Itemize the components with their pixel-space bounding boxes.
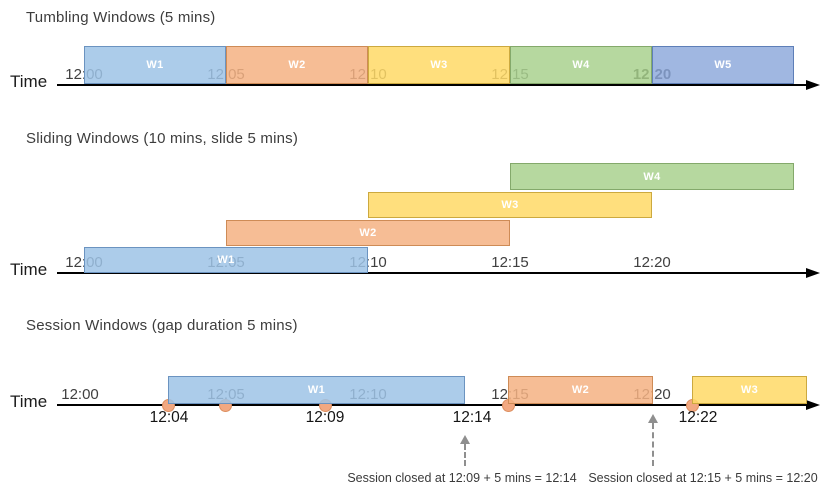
event-time-label-0: 12:04	[149, 409, 189, 426]
window-label-w1: W1	[307, 384, 326, 396]
window-label-w1: W1	[146, 59, 164, 71]
annotation-arrowhead-1	[648, 414, 658, 423]
window-box-tumbling-w4: W4	[510, 46, 652, 84]
event-time-label-1: 12:09	[305, 409, 345, 426]
window-box-tumbling-w3: W3	[368, 46, 510, 84]
time-axis-line-tumbling	[57, 84, 806, 86]
annotation-arrow-line-0	[464, 444, 466, 466]
time-axis-line-session	[57, 404, 806, 406]
session-section-title: Session Windows (gap duration 5 mins)	[26, 317, 298, 334]
annotation-arrow-line-1	[652, 423, 654, 466]
time-axis-arrowhead-sliding	[806, 268, 820, 278]
window-label-w4: W4	[643, 170, 661, 183]
window-label-w4: W4	[572, 59, 590, 71]
window-box-sliding-w3: W3	[368, 192, 652, 218]
time-axis-label-session: Time	[10, 392, 48, 411]
annotation-arrowhead-0	[460, 435, 470, 444]
tumbling-section-title: Tumbling Windows (5 mins)	[26, 9, 216, 26]
window-label-w2: W2	[571, 384, 590, 396]
axis-tick-label-sliding-3: 12:15	[491, 254, 529, 271]
window-box-tumbling-w1: W1	[84, 46, 226, 84]
window-label-w5: W5	[714, 59, 732, 71]
window-label-w3: W3	[430, 59, 448, 71]
session-closed-annotation-1: Session closed at 12:09 + 5 mins = 12:14	[347, 471, 577, 485]
window-label-w3: W3	[740, 384, 759, 396]
time-axis-arrowhead-session	[806, 400, 820, 410]
window-box-sliding-w1: W1	[84, 247, 368, 273]
window-label-w3: W3	[501, 199, 519, 211]
window-label-w1: W1	[217, 254, 235, 266]
window-box-session-w3: W3	[692, 376, 807, 404]
window-box-tumbling-w5: W5	[652, 46, 794, 84]
window-box-sliding-w4: W4	[510, 163, 794, 190]
event-time-label-3: 12:22	[678, 409, 718, 426]
axis-tick-label-sliding-4: 12:20	[633, 254, 671, 271]
window-box-sliding-w2: W2	[226, 220, 510, 246]
window-box-session-w1: W1	[168, 376, 465, 404]
window-box-session-w2: W2	[508, 376, 653, 404]
window-label-w2: W2	[359, 227, 377, 239]
session-closed-annotation-2: Session closed at 12:15 + 5 mins = 12:20	[588, 471, 818, 485]
window-box-tumbling-w2: W2	[226, 46, 368, 84]
axis-tick-label-session-0: 12:00	[61, 386, 99, 403]
sliding-section-title: Sliding Windows (10 mins, slide 5 mins)	[26, 130, 299, 147]
time-axis-line-sliding	[57, 272, 806, 274]
event-time-label-2: 12:14	[452, 409, 492, 426]
time-axis-arrowhead-tumbling	[806, 80, 820, 90]
time-axis-label-tumbling: Time	[10, 72, 48, 91]
window-label-w2: W2	[288, 59, 306, 71]
time-axis-label-sliding: Time	[10, 260, 48, 279]
